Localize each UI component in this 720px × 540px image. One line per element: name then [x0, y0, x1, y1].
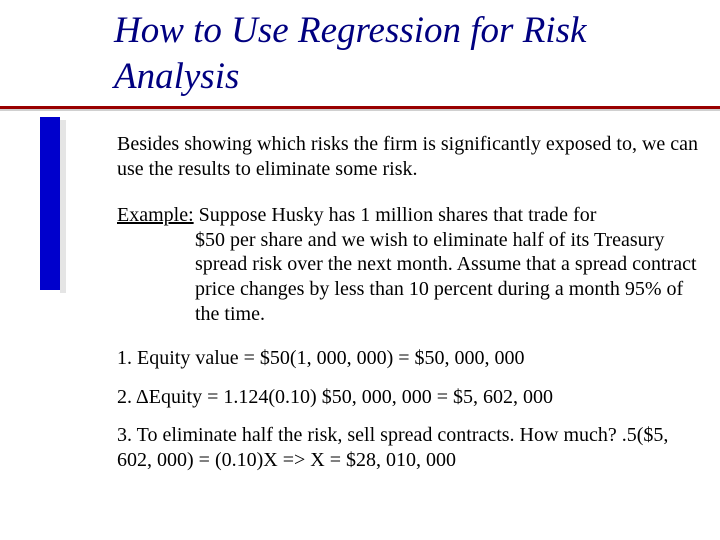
content-area: Besides showing which risks the firm is …: [117, 132, 707, 473]
example-body-inline: Suppose Husky has 1 million shares that …: [199, 204, 597, 226]
accent-bar-shadow: [60, 120, 66, 293]
example-block: Example: Suppose Husky has 1 million sha…: [117, 203, 707, 326]
step-2: 2. ΔEquity = 1.124(0.10) $50, 000, 000 =…: [117, 385, 707, 410]
page-title: How to Use Regression for Risk Analysis: [114, 8, 704, 101]
step-3: 3. To eliminate half the risk, sell spre…: [117, 423, 707, 472]
intro-text: Besides showing which risks the firm is …: [117, 132, 707, 181]
example-body: $50 per share and we wish to eliminate h…: [195, 228, 707, 326]
step-1: 1. Equity value = $50(1, 000, 000) = $50…: [117, 346, 707, 371]
accent-bar: [40, 117, 60, 290]
example-label: Example:: [117, 204, 194, 226]
title-underline-shadow: [0, 109, 720, 111]
